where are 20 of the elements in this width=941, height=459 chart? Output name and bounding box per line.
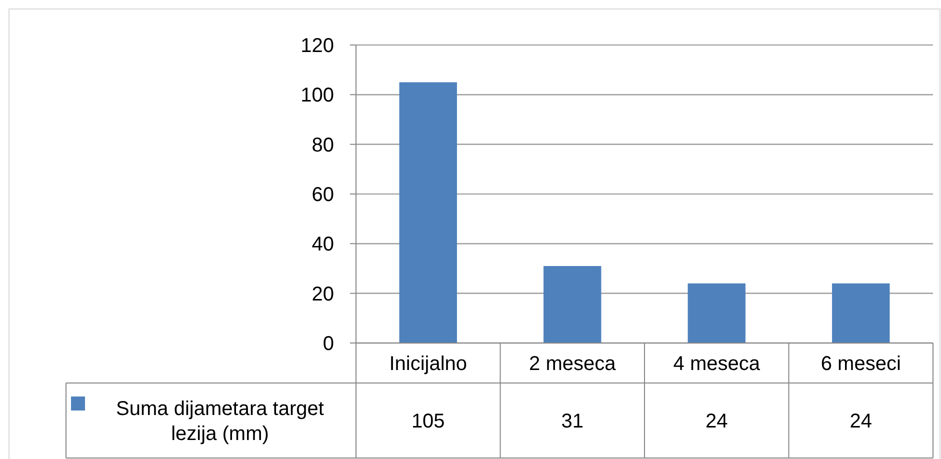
x-tick-label: 2 meseca — [529, 353, 617, 375]
x-tick-label: 4 meseca — [673, 353, 761, 375]
y-tick-label: 0 — [322, 333, 334, 355]
y-tick-label: 80 — [312, 134, 334, 156]
data-label: 31 — [561, 410, 584, 432]
bar — [832, 283, 890, 343]
bar — [399, 82, 457, 343]
data-label: 24 — [850, 410, 872, 432]
legend-label: Suma dijametara target lezija (mm) — [116, 398, 324, 445]
y-tick-label: 20 — [312, 283, 334, 306]
y-tick-label: 60 — [312, 184, 334, 206]
y-tick-label: 40 — [312, 234, 334, 256]
bar — [544, 266, 602, 343]
y-tick-label: 100 — [300, 84, 334, 107]
x-tick-label: 6 meseci — [820, 353, 901, 375]
data-label: 24 — [706, 410, 728, 432]
data-label: 105 — [411, 410, 445, 432]
y-tick-label: 120 — [300, 35, 334, 57]
bar — [688, 283, 746, 343]
x-tick-label: Inicijalno — [389, 353, 468, 375]
